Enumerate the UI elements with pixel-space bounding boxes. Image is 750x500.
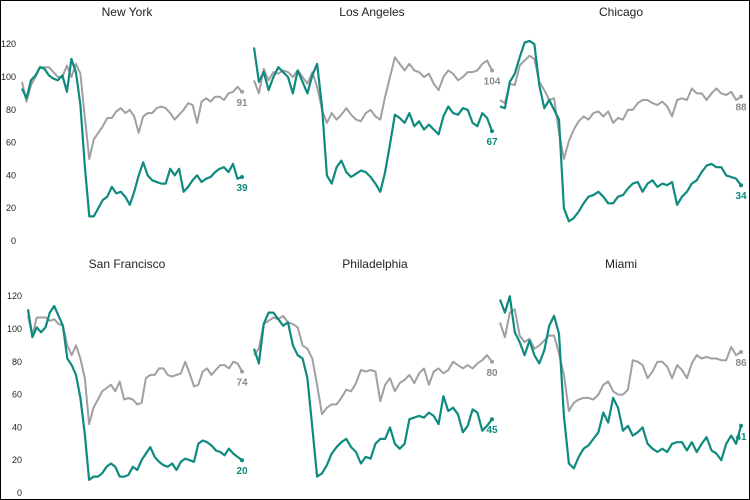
series-b-line xyxy=(26,304,243,481)
end-point-marker xyxy=(240,458,244,463)
panel-los-angeles: Los Angeles 104 67 xyxy=(252,5,501,193)
end-value-label: 39 xyxy=(236,183,248,194)
y-axis: 0 20 40 60 80 100 120 xyxy=(7,291,22,498)
panel-title: San Francisco xyxy=(89,257,166,271)
series-lines xyxy=(499,39,743,223)
end-value-label: 34 xyxy=(735,191,747,202)
y-tick-label: 20 xyxy=(6,203,16,213)
y-tick-label: 120 xyxy=(1,39,16,49)
series-lines xyxy=(252,311,494,478)
series-lines xyxy=(252,47,494,193)
panel-title: Miami xyxy=(605,257,637,271)
end-point-marker xyxy=(739,423,743,428)
y-tick-label: 100 xyxy=(7,324,22,334)
end-point-marker xyxy=(490,129,494,134)
end-value-label: 41 xyxy=(735,432,747,443)
end-point-marker xyxy=(240,369,244,374)
panel-title: New York xyxy=(102,5,154,19)
series-a-line xyxy=(253,56,493,124)
end-labels: 74 20 xyxy=(236,378,248,478)
series-a-line xyxy=(499,54,742,160)
panel-title: Chicago xyxy=(599,5,643,19)
panel-title: Los Angeles xyxy=(339,5,404,19)
series-b-line xyxy=(499,39,742,223)
end-labels: 88 34 xyxy=(735,103,747,203)
end-point-marker xyxy=(490,68,494,73)
panel-san-francisco: San Francisco 0 20 40 60 80 100 120 74 20 xyxy=(7,257,248,498)
y-tick-label: 80 xyxy=(6,105,16,115)
end-value-label: 74 xyxy=(236,378,248,389)
end-value-label: 67 xyxy=(486,137,498,148)
y-tick-label: 20 xyxy=(12,455,22,465)
y-tick-label: 0 xyxy=(11,236,16,246)
end-point-marker xyxy=(240,89,244,94)
series-b-line xyxy=(252,47,494,193)
y-tick-label: 60 xyxy=(12,390,22,400)
end-value-label: 20 xyxy=(236,466,248,477)
end-point-marker xyxy=(739,94,743,99)
end-labels: 104 67 xyxy=(484,76,501,148)
series-a-line xyxy=(253,314,493,416)
series-b-line xyxy=(252,311,493,478)
end-value-label: 104 xyxy=(484,76,501,87)
series-b-line xyxy=(21,57,243,218)
series-lines xyxy=(498,295,743,470)
end-labels: 80 45 xyxy=(486,368,498,436)
panel-philadelphia: Philadelphia 80 45 xyxy=(252,257,498,478)
end-value-label: 45 xyxy=(486,425,498,436)
y-axis: 0 20 40 60 80 100 120 xyxy=(1,39,16,246)
end-point-marker xyxy=(739,349,743,354)
end-value-label: 86 xyxy=(735,358,747,369)
series-a-line xyxy=(21,62,243,160)
end-point-marker xyxy=(739,183,743,188)
y-tick-label: 100 xyxy=(1,72,16,82)
panel-new-york: New York 0 20 40 60 80 100 120 91 39 xyxy=(1,5,248,246)
y-tick-label: 80 xyxy=(12,357,22,367)
y-tick-label: 0 xyxy=(17,488,22,498)
end-point-marker xyxy=(490,359,494,364)
panel-miami: Miami 86 41 xyxy=(498,257,747,470)
y-tick-label: 60 xyxy=(6,138,16,148)
end-value-label: 80 xyxy=(486,368,498,379)
series-lines xyxy=(26,304,244,481)
series-b-line xyxy=(498,295,743,470)
panel-title: Philadelphia xyxy=(342,257,408,271)
end-point-marker xyxy=(490,417,494,422)
end-point-marker xyxy=(240,175,244,180)
end-value-label: 91 xyxy=(236,98,248,109)
end-labels: 86 41 xyxy=(735,358,747,443)
y-tick-label: 40 xyxy=(12,422,22,432)
y-tick-label: 120 xyxy=(7,291,22,301)
y-tick-label: 40 xyxy=(6,170,16,180)
end-labels: 91 39 xyxy=(236,98,248,194)
series-lines xyxy=(21,57,244,218)
series-a-line xyxy=(499,308,742,412)
end-value-label: 88 xyxy=(735,103,747,114)
panel-chicago: Chicago 88 34 xyxy=(499,5,747,223)
series-a-line xyxy=(27,315,243,426)
